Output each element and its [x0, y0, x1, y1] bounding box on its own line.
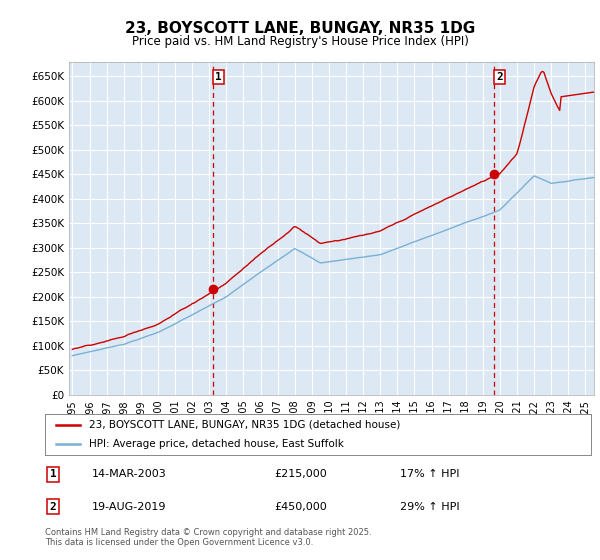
Text: 2: 2 [50, 502, 56, 512]
Text: 23, BOYSCOTT LANE, BUNGAY, NR35 1DG (detached house): 23, BOYSCOTT LANE, BUNGAY, NR35 1DG (det… [89, 420, 400, 430]
Text: 1: 1 [215, 72, 222, 82]
Text: £215,000: £215,000 [274, 469, 327, 479]
Text: 19-AUG-2019: 19-AUG-2019 [91, 502, 166, 512]
Text: Price paid vs. HM Land Registry's House Price Index (HPI): Price paid vs. HM Land Registry's House … [131, 35, 469, 48]
Text: 1: 1 [50, 469, 56, 479]
Text: 23, BOYSCOTT LANE, BUNGAY, NR35 1DG: 23, BOYSCOTT LANE, BUNGAY, NR35 1DG [125, 21, 475, 36]
Text: 17% ↑ HPI: 17% ↑ HPI [400, 469, 460, 479]
Text: Contains HM Land Registry data © Crown copyright and database right 2025.
This d: Contains HM Land Registry data © Crown c… [45, 528, 371, 547]
Text: HPI: Average price, detached house, East Suffolk: HPI: Average price, detached house, East… [89, 438, 344, 449]
Text: 2: 2 [496, 72, 503, 82]
Text: 14-MAR-2003: 14-MAR-2003 [91, 469, 166, 479]
Text: 29% ↑ HPI: 29% ↑ HPI [400, 502, 460, 512]
Text: £450,000: £450,000 [274, 502, 327, 512]
